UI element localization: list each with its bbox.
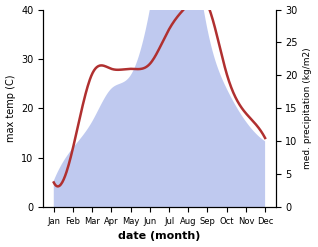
X-axis label: date (month): date (month)	[118, 231, 201, 242]
Y-axis label: max temp (C): max temp (C)	[5, 75, 16, 142]
Y-axis label: med. precipitation (kg/m2): med. precipitation (kg/m2)	[303, 48, 313, 169]
